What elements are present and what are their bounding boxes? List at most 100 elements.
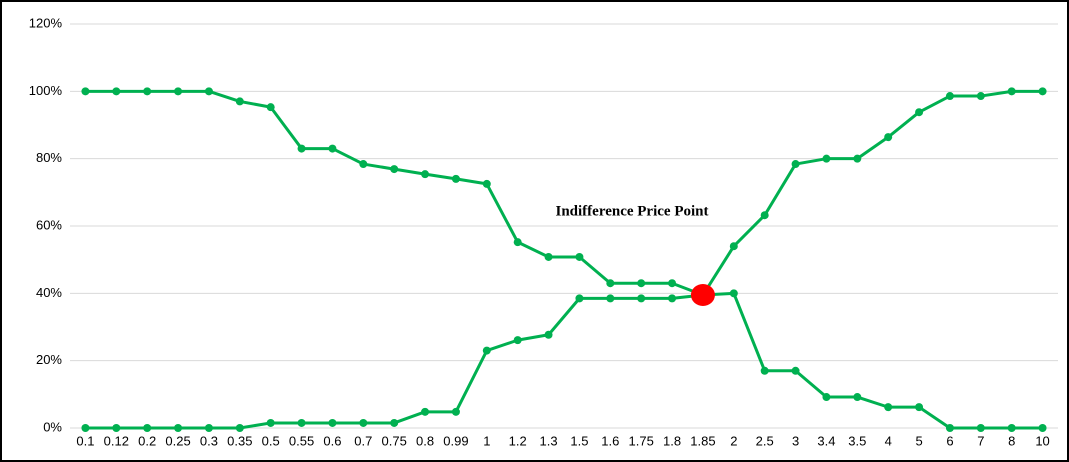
x-tick-label: 0.12 bbox=[104, 433, 129, 448]
point bbox=[1007, 424, 1016, 432]
x-tick-label: 1.3 bbox=[540, 433, 558, 448]
x-tick-label: 0.6 bbox=[323, 433, 341, 448]
point bbox=[1038, 87, 1047, 96]
x-tick-label: 0.8 bbox=[416, 433, 434, 448]
x-tick-label: 0.35 bbox=[227, 433, 252, 448]
highlight-point bbox=[690, 284, 715, 307]
x-tick-label: 0.99 bbox=[443, 433, 468, 448]
point bbox=[1007, 87, 1016, 96]
point bbox=[915, 403, 924, 412]
x-tick-label: 2 bbox=[730, 433, 737, 448]
point bbox=[297, 144, 306, 153]
point bbox=[606, 294, 615, 303]
point bbox=[915, 108, 924, 117]
point bbox=[451, 174, 460, 183]
x-tick-label: 1.6 bbox=[601, 433, 619, 448]
point bbox=[853, 154, 862, 163]
point bbox=[328, 144, 337, 153]
point bbox=[482, 179, 491, 188]
y-tick-label: 80% bbox=[36, 150, 62, 165]
point bbox=[853, 393, 862, 402]
point bbox=[945, 424, 954, 432]
x-tick-label: 5 bbox=[915, 433, 922, 448]
x-tick-label: 1 bbox=[483, 433, 490, 448]
point bbox=[976, 424, 985, 432]
x-tick-label: 1.85 bbox=[690, 433, 715, 448]
point bbox=[976, 92, 985, 101]
x-tick-label: 6 bbox=[946, 433, 953, 448]
point bbox=[791, 160, 800, 169]
x-tick-label: 0.7 bbox=[354, 433, 372, 448]
x-tick-label: 0.2 bbox=[138, 433, 156, 448]
point bbox=[204, 87, 213, 96]
y-tick-label: 100% bbox=[29, 83, 63, 98]
point bbox=[822, 154, 831, 163]
x-tick-label: 1.2 bbox=[509, 433, 527, 448]
point bbox=[945, 92, 954, 101]
point bbox=[884, 403, 893, 412]
point bbox=[266, 103, 275, 112]
point bbox=[174, 87, 183, 96]
point bbox=[143, 424, 152, 432]
x-tick-label: 3.5 bbox=[848, 433, 866, 448]
point bbox=[359, 418, 368, 427]
point bbox=[421, 407, 430, 416]
point bbox=[204, 424, 213, 432]
x-tick-label: 0.3 bbox=[200, 433, 218, 448]
point bbox=[729, 242, 738, 251]
point bbox=[1038, 424, 1047, 432]
x-tick-label: 0.55 bbox=[289, 433, 314, 448]
x-tick-label: 1.5 bbox=[570, 433, 588, 448]
point bbox=[513, 336, 522, 345]
y-tick-label: 120% bbox=[29, 15, 63, 30]
x-tick-label: 8 bbox=[1008, 433, 1015, 448]
x-tick-label: 1.8 bbox=[663, 433, 681, 448]
point bbox=[390, 165, 399, 174]
point bbox=[668, 279, 677, 288]
x-tick-label: 2.5 bbox=[756, 433, 774, 448]
series-line bbox=[85, 89, 1043, 430]
point bbox=[266, 418, 275, 427]
point bbox=[81, 424, 90, 432]
point bbox=[297, 418, 306, 427]
annotation: Indifference Price Point bbox=[555, 203, 708, 219]
point bbox=[235, 424, 244, 432]
x-tick-label: 1.75 bbox=[629, 433, 654, 448]
x-tick-label: 3 bbox=[792, 433, 799, 448]
point bbox=[637, 294, 646, 303]
y-tick-label: 60% bbox=[36, 217, 62, 232]
series-line bbox=[85, 89, 1043, 430]
point bbox=[235, 97, 244, 106]
y-tick-label: 20% bbox=[36, 352, 62, 367]
x-tick-label: 10 bbox=[1035, 433, 1049, 448]
point bbox=[143, 87, 152, 96]
point bbox=[606, 279, 615, 288]
point bbox=[760, 211, 769, 220]
x-tick-label: 4 bbox=[885, 433, 892, 448]
point bbox=[575, 252, 584, 261]
point bbox=[729, 289, 738, 298]
point bbox=[482, 346, 491, 355]
x-tick-label: 3.4 bbox=[817, 433, 835, 448]
point bbox=[359, 160, 368, 169]
point bbox=[668, 294, 677, 303]
point bbox=[451, 407, 460, 416]
point bbox=[328, 418, 337, 427]
x-tick-label: 0.25 bbox=[165, 433, 190, 448]
x-tick-label: 0.75 bbox=[382, 433, 407, 448]
x-tick-label: 0.1 bbox=[76, 433, 94, 448]
y-tick-label: 0% bbox=[43, 419, 62, 434]
point bbox=[112, 424, 121, 432]
point bbox=[421, 170, 430, 179]
point bbox=[791, 366, 800, 375]
point bbox=[544, 330, 553, 339]
point bbox=[81, 87, 90, 96]
point bbox=[174, 424, 183, 432]
point bbox=[112, 87, 121, 96]
point bbox=[513, 238, 522, 247]
y-tick-label: 40% bbox=[36, 285, 62, 300]
point bbox=[637, 279, 646, 288]
point bbox=[884, 133, 893, 142]
